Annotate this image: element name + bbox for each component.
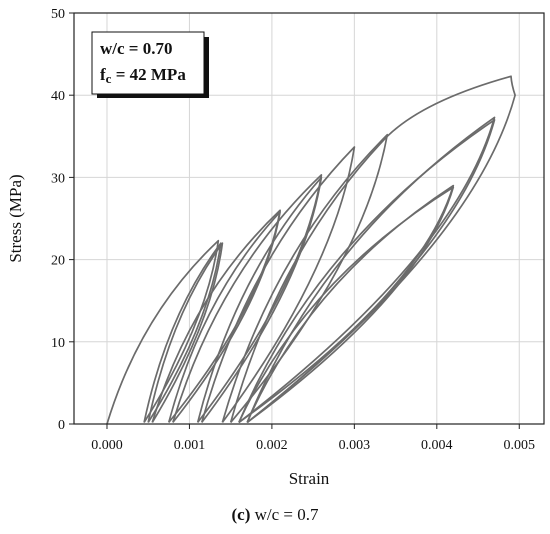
hysteresis-loop xyxy=(229,75,516,424)
legend-fc-subscript: c xyxy=(106,71,112,86)
hysteresis-loop xyxy=(238,116,496,424)
y-axis-title: Stress (MPa) xyxy=(6,174,25,262)
x-tick-label: 0.002 xyxy=(256,438,288,453)
hysteresis-loop xyxy=(200,146,356,423)
x-tick-label: 0.005 xyxy=(504,438,536,453)
y-tick-label: 30 xyxy=(51,171,65,186)
x-axis: 0.000 0.001 0.002 0.003 0.004 0.005 xyxy=(91,424,535,453)
legend-shadow-right xyxy=(204,37,209,98)
hysteresis-loop xyxy=(143,242,222,423)
x-tick-label: 0.004 xyxy=(421,438,453,453)
legend-box: w/c = 0.70 fc = 42 MPa xyxy=(91,31,209,98)
hysteresis-loop xyxy=(172,174,323,423)
chart-series xyxy=(106,75,516,425)
x-tick-label: 0.000 xyxy=(91,438,123,453)
legend-fc-value: = 42 MPa xyxy=(111,65,186,84)
legend-fc-main: f xyxy=(100,65,106,84)
y-tick-label: 0 xyxy=(58,418,65,433)
legend-line-fc: fc = 42 MPa xyxy=(100,65,186,86)
caption-label: (c) xyxy=(231,505,251,524)
y-tick-label: 10 xyxy=(51,336,65,351)
hysteresis-loop xyxy=(238,119,496,424)
x-tick-label: 0.003 xyxy=(339,438,371,453)
y-tick-label: 40 xyxy=(51,89,65,104)
hysteresis-loop xyxy=(147,242,224,423)
legend-shadow-bottom xyxy=(97,94,209,98)
caption-text: w/c = 0.7 xyxy=(250,505,319,524)
x-axis-title: Strain xyxy=(289,469,330,488)
y-axis: 0 10 20 30 40 50 xyxy=(51,7,74,433)
figure-caption: (c) w/c = 0.7 xyxy=(0,505,550,525)
plot-frame xyxy=(73,12,545,425)
x-tick-label: 0.001 xyxy=(174,438,206,453)
hysteresis-loop xyxy=(238,186,455,424)
legend-line-wc: w/c = 0.70 xyxy=(100,39,172,58)
hysteresis-loop xyxy=(238,184,455,424)
hysteresis-loop xyxy=(106,239,220,425)
hysteresis-loop xyxy=(167,211,281,423)
y-tick-label: 20 xyxy=(51,254,65,269)
y-tick-label: 50 xyxy=(51,7,65,22)
